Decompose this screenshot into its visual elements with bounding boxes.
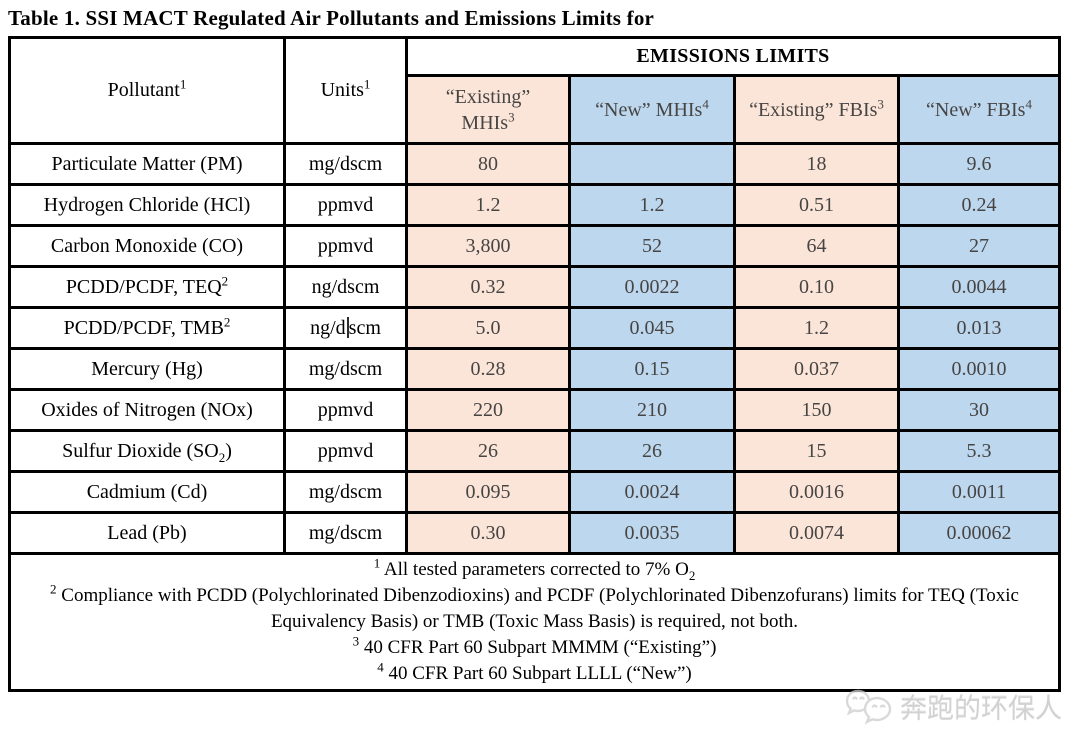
table-title: Table 1. SSI MACT Regulated Air Pollutan… [8, 6, 655, 30]
units-cell: mg/dscm [283, 511, 408, 555]
document-page: Table 1. SSI MACT Regulated Air Pollutan… [7, 6, 1062, 692]
value-cell-existing-mhis: 0.30 [405, 511, 571, 555]
value-cell-new-mhis: 52 [568, 224, 736, 268]
value-cell-existing-mhis: 0.095 [405, 470, 571, 514]
column-header-existing-fbis: “Existing” FBIs3 [733, 74, 900, 145]
value-cell-new-mhis: 1.2 [568, 183, 736, 227]
table-row: Hydrogen Chloride (HCl) ppmvd 1.2 1.2 0.51 0.… [8, 183, 1062, 227]
value-cell-new-mhis [568, 142, 736, 186]
value-cell-existing-fbis: 15 [733, 429, 900, 473]
footnote-4: 4 40 CFR Part 60 Subpart LLLL (“New”) [377, 659, 692, 684]
value-cell-new-fbis: 0.0011 [896, 470, 1062, 514]
emissions-limits-header: EMISSIONS LIMITS [404, 36, 1062, 77]
value-cell-existing-fbis: 0.0016 [733, 470, 900, 514]
value-cell-existing-fbis: 150 [733, 388, 900, 432]
value-cell-existing-fbis: 1.2 [733, 306, 900, 350]
value-cell-existing-mhis: 26 [405, 429, 571, 473]
value-cell-new-fbis: 0.0044 [896, 265, 1062, 309]
value-cell-new-mhis: 26 [568, 429, 736, 473]
value-cell-existing-mhis: 3,800 [405, 224, 571, 268]
table-row: Particulate Matter (PM) mg/dscm 80 18 9.6 [8, 142, 1062, 186]
footnote-3: 3 40 CFR Part 60 Subpart MMMM (“Existing… [352, 633, 717, 658]
value-cell-new-fbis: 0.013 [896, 306, 1062, 350]
value-cell-new-mhis: 0.045 [568, 306, 736, 350]
table-row: PCDD/PCDF, TEQ2 ng/dscm 0.32 0.0022 0.10 0.00… [8, 265, 1062, 309]
value-cell-new-fbis: 5.3 [896, 429, 1062, 473]
column-header-units: Units1 [283, 36, 408, 145]
pollutant-cell: PCDD/PCDF, TMB2 [8, 306, 286, 350]
units-cell: mg/dscm [283, 470, 408, 514]
units-cell: ng/dscm [283, 265, 408, 309]
value-cell-new-mhis: 0.0035 [568, 511, 736, 555]
value-cell-existing-mhis: 0.32 [405, 265, 571, 309]
emissions-limits-table: Pollutant1 Units1 EMISSIONS LIMITS “Exis… [7, 36, 1062, 692]
pollutant-cell: PCDD/PCDF, TEQ2 [8, 265, 286, 309]
value-cell-existing-mhis: 0.28 [405, 347, 571, 391]
pollutant-cell: Sulfur Dioxide (SO2) [8, 429, 286, 473]
value-cell-new-fbis: 30 [896, 388, 1062, 432]
column-header-pollutant: Pollutant1 [8, 36, 286, 145]
text-cursor [346, 316, 349, 338]
table-row: Cadmium (Cd) mg/dscm 0.095 0.0024 0.0016 0.00… [8, 470, 1062, 514]
value-cell-new-mhis: 210 [568, 388, 736, 432]
header-row-limits: “Existing” MHIs3 “New” MHIs4 “Existing” FBI… [10, 74, 1062, 145]
table-row: PCDD/PCDF, TMB2 ng/d scm 5.0 0.045 1.2 0.013 [8, 306, 1062, 350]
value-cell-existing-fbis: 0.0074 [733, 511, 900, 555]
watermark-text: 奔跑的环保人 [900, 693, 1062, 725]
pollutant-cell: Oxides of Nitrogen (NOx) [8, 388, 286, 432]
column-header-new-mhis: “New” MHIs4 [568, 74, 736, 145]
footnote-2: 2 Compliance with PCDD (Polychlorinated … [50, 581, 1019, 632]
footnote-1: 1 All tested parameters corrected to 7% … [373, 555, 696, 583]
value-cell-new-fbis: 9.6 [896, 142, 1062, 186]
table-row: Sulfur Dioxide (SO2) ppmvd 26 26 15 5.3 [8, 429, 1062, 473]
value-cell-new-fbis: 0.0010 [896, 347, 1062, 391]
value-cell-existing-mhis: 1.2 [405, 183, 571, 227]
units-cell: ppmvd [283, 388, 408, 432]
pollutant-cell: Hydrogen Chloride (HCl) [8, 183, 286, 227]
units-cell: ppmvd [283, 429, 408, 473]
value-cell-new-mhis: 0.0022 [568, 265, 736, 309]
pollutant-cell: Carbon Monoxide (CO) [8, 224, 286, 268]
value-cell-existing-fbis: 0.037 [733, 347, 900, 391]
table-row: Mercury (Hg) mg/dscm 0.28 0.15 0.037 0.0010 [8, 347, 1062, 391]
table-row: Carbon Monoxide (CO) ppmvd 3,800 52 64 27 [8, 224, 1062, 268]
footnotes-row: 1 All tested parameters corrected to 7% … [7, 552, 1062, 692]
value-cell-existing-mhis: 220 [405, 388, 571, 432]
footnotes-area: 1 All tested parameters corrected to 7% … [7, 552, 1062, 692]
units-cell: ppmvd [283, 224, 408, 268]
units-cell: ppmvd [283, 183, 408, 227]
pollutant-cell: Particulate Matter (PM) [8, 142, 286, 186]
pollutant-cell: Cadmium (Cd) [8, 470, 286, 514]
value-cell-new-mhis: 0.0024 [568, 470, 736, 514]
units-cell: mg/dscm [283, 347, 408, 391]
column-header-new-fbis: “New” FBIs4 [896, 74, 1062, 145]
value-cell-new-mhis: 0.15 [568, 347, 736, 391]
column-header-existing-mhis: “Existing” MHIs3 [405, 74, 571, 145]
value-cell-new-fbis: 0.24 [896, 183, 1062, 227]
value-cell-existing-fbis: 0.51 [733, 183, 900, 227]
value-cell-existing-mhis: 80 [405, 142, 571, 186]
units-cell: mg/dscm [283, 142, 408, 186]
value-cell-existing-fbis: 0.10 [733, 265, 900, 309]
value-cell-new-fbis: 27 [896, 224, 1062, 268]
value-cell-existing-fbis: 64 [733, 224, 900, 268]
value-cell-new-fbis: 0.00062 [896, 511, 1062, 555]
header-row-top: Pollutant1 Units1 EMISSIONS LIMITS [8, 36, 1062, 145]
table-row: Oxides of Nitrogen (NOx) ppmvd 220 210 150 30 [8, 388, 1062, 432]
pollutant-cell: Lead (Pb) [8, 511, 286, 555]
table-row: Lead (Pb) mg/dscm 0.30 0.0035 0.0074 0.00062 [8, 511, 1062, 555]
value-cell-existing-fbis: 18 [733, 142, 900, 186]
value-cell-existing-mhis: 5.0 [405, 306, 571, 350]
pollutant-cell: Mercury (Hg) [8, 347, 286, 391]
